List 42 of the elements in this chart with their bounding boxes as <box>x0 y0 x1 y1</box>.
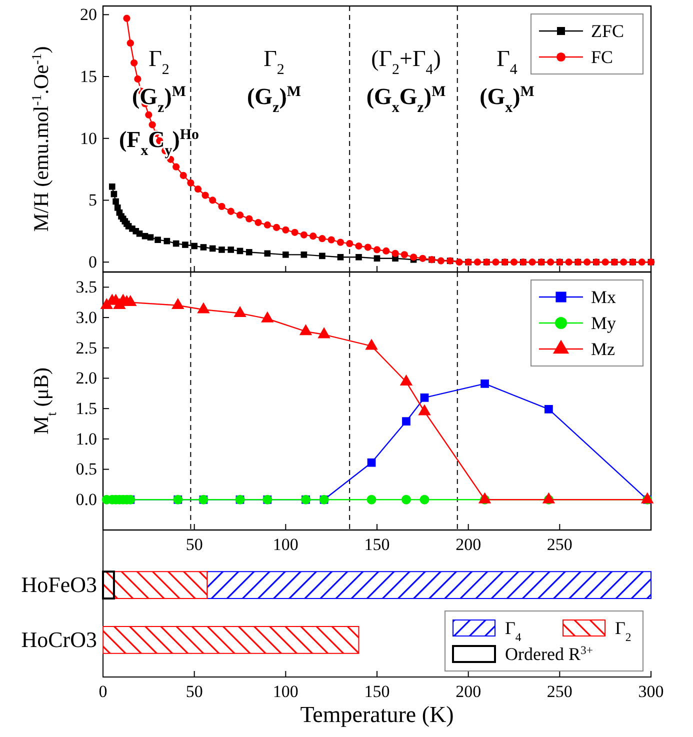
annotation: Γ$_{4}$ <box>496 46 518 78</box>
annotation: Γ$_{2}$ <box>264 46 284 78</box>
x-tick-label: 100 <box>272 682 298 702</box>
y-tick-label: 3.5 <box>76 278 97 297</box>
legend-label: Mx <box>591 287 616 307</box>
legend-label: My <box>591 313 616 333</box>
x-tick-label: 150 <box>364 682 390 702</box>
y-tick-label: 15 <box>80 66 97 86</box>
y-tick-label: 1.5 <box>76 399 97 418</box>
x-tick-label: 150 <box>364 535 390 554</box>
y-tick-label: 2.5 <box>76 338 97 358</box>
y-tick-label: 5 <box>88 190 97 210</box>
legend-label: ZFC <box>591 21 624 41</box>
y-tick-label: 10 <box>80 128 97 148</box>
y-tick-label: 20 <box>80 5 97 24</box>
y-tick-label: 0 <box>88 252 97 272</box>
legend-label: Γ$_{4}$ <box>505 618 522 644</box>
x-tick-label: 100 <box>272 535 298 554</box>
legend-label: Mz <box>591 339 616 359</box>
annotation: (G$_{x}$G$_{z}$)$^{M}$ <box>366 84 446 116</box>
y-tick-label: 3.0 <box>76 308 97 327</box>
x-tick-label: 250 <box>546 682 572 702</box>
y-tick-label: HoCrO3 <box>21 626 97 652</box>
x-tick-label: 250 <box>546 535 572 554</box>
y-tick-label: 1.0 <box>76 429 97 448</box>
annotation: (Γ$_{2}$+Γ$_{4}$) <box>371 46 441 78</box>
x-tick-label: 50 <box>186 535 203 554</box>
legend-label: Ordered R$^{3+}$ <box>505 644 594 664</box>
y-tick-label: 2.0 <box>76 368 97 388</box>
y-tick-label: HoFeO3 <box>21 572 97 598</box>
y-tick-label: 0.0 <box>76 490 97 510</box>
annotation: (G$_{x}$)$^{M}$ <box>480 84 534 116</box>
legend-label: Γ$_{2}$ <box>615 618 632 644</box>
annotation: Γ$_{2}$ <box>148 46 170 78</box>
x-tick-label: 200 <box>456 535 482 554</box>
x-tick-label: 300 <box>638 682 664 702</box>
x-tick-label: 200 <box>456 682 482 702</box>
x-tick-label: 50 <box>186 682 203 702</box>
annotation: (G$_{z}$)$^{M}$ <box>247 84 301 116</box>
legend-label: FC <box>591 47 614 67</box>
y-tick-label: 0.5 <box>76 460 97 479</box>
x-axis-title: Temperature (K) <box>300 702 454 727</box>
